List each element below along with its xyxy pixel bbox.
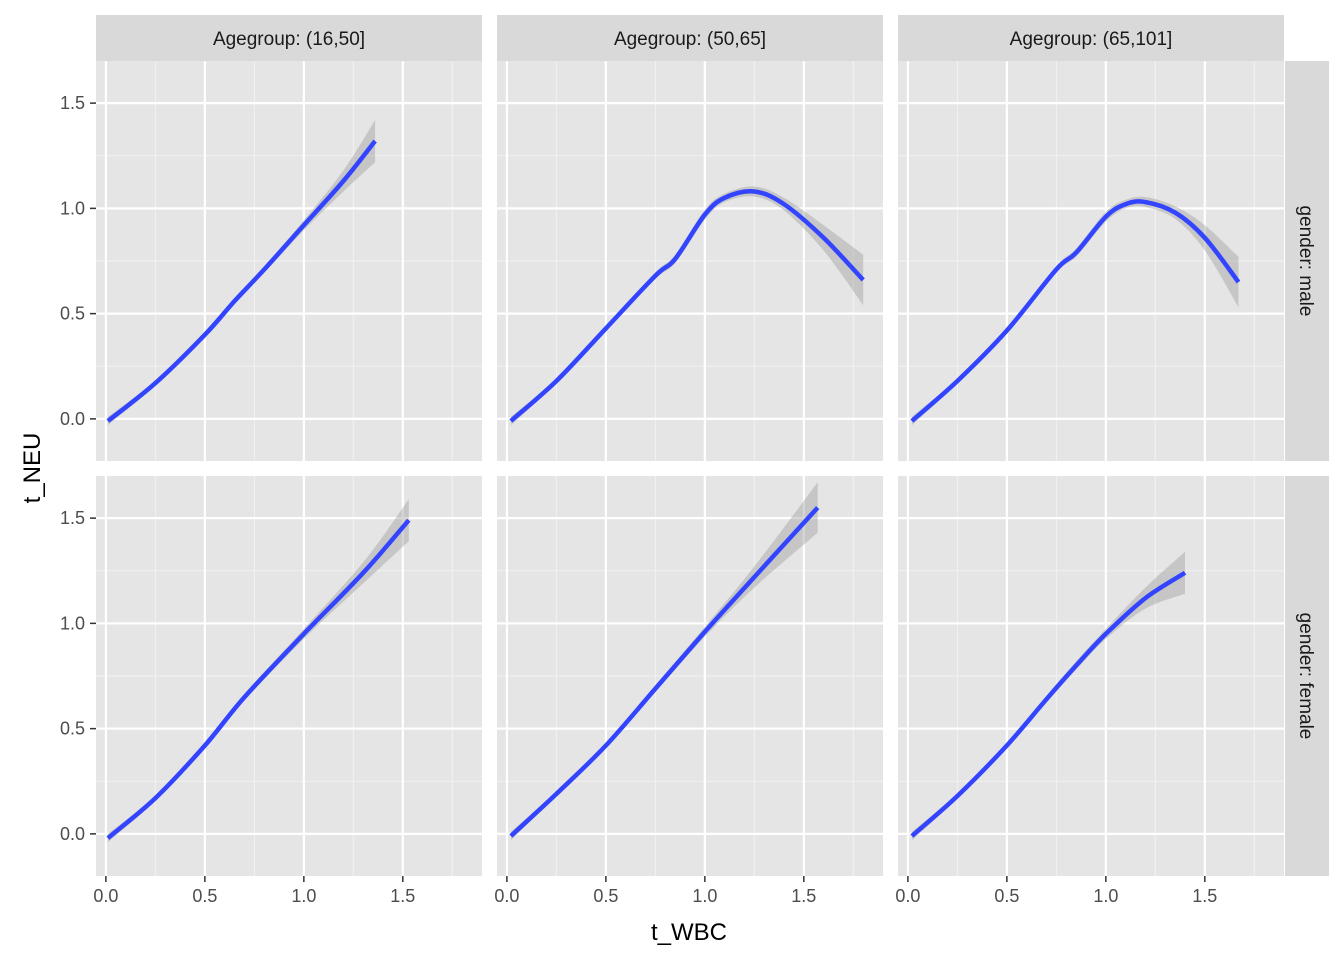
row-strip [1285, 61, 1329, 461]
x-axis-title: t_WBC [651, 919, 727, 946]
y-tick-label: 1.0 [60, 613, 85, 633]
y-tick-label: 0.0 [60, 409, 85, 429]
x-tick-label: 1.0 [1093, 886, 1118, 906]
y-axis-title: t_NEU [19, 433, 46, 504]
facet-panels [96, 61, 1284, 876]
x-tick-label: 1.5 [791, 886, 816, 906]
smooth-line [106, 518, 411, 840]
y-tick-label: 0.0 [60, 824, 85, 844]
smooth-line [106, 139, 377, 423]
smooth-line [509, 189, 865, 423]
x-tick-label: 1.5 [390, 886, 415, 906]
x-tick-label: 0.0 [93, 886, 118, 906]
smooth-line [509, 506, 820, 838]
x-tick-label: 0.0 [895, 886, 920, 906]
x-tick-label: 1.5 [1192, 886, 1217, 906]
facet-strips: Agegroup: (16,50] Agegroup: (50,65] Agegro… [96, 15, 1329, 876]
row-strip-label: gender: female [1295, 613, 1316, 740]
y-tick-label: 1.5 [60, 508, 85, 528]
axes: 0.0 0.5 1.0 1.5 0.0 0.5 1.0 1.5 0.0 0.5 1.0 1.5 0.0 0… [60, 93, 1217, 906]
y-tick-label: 0.5 [60, 304, 85, 324]
x-tick-label: 0.5 [192, 886, 217, 906]
column-strip-label: Agegroup: (65,101] [1010, 29, 1173, 50]
y-tick-label: 1.5 [60, 93, 85, 113]
x-tick-label: 0.5 [994, 886, 1019, 906]
smooth-line [910, 199, 1241, 423]
column-strip [898, 15, 1284, 61]
smooth-line [910, 570, 1187, 838]
y-tick-label: 1.0 [60, 198, 85, 218]
x-tick-label: 0.0 [494, 886, 519, 906]
x-tick-label: 1.0 [291, 886, 316, 906]
column-strip-label: Agegroup: (50,65] [614, 29, 766, 50]
y-tick-label: 0.5 [60, 719, 85, 739]
row-strip-label: gender: male [1295, 206, 1316, 317]
x-tick-label: 0.5 [593, 886, 618, 906]
column-strip [96, 15, 482, 61]
row-strip [1285, 476, 1329, 876]
column-strip [497, 15, 883, 61]
column-strip-label: Agegroup: (16,50] [213, 29, 365, 50]
x-tick-label: 1.0 [692, 886, 717, 906]
